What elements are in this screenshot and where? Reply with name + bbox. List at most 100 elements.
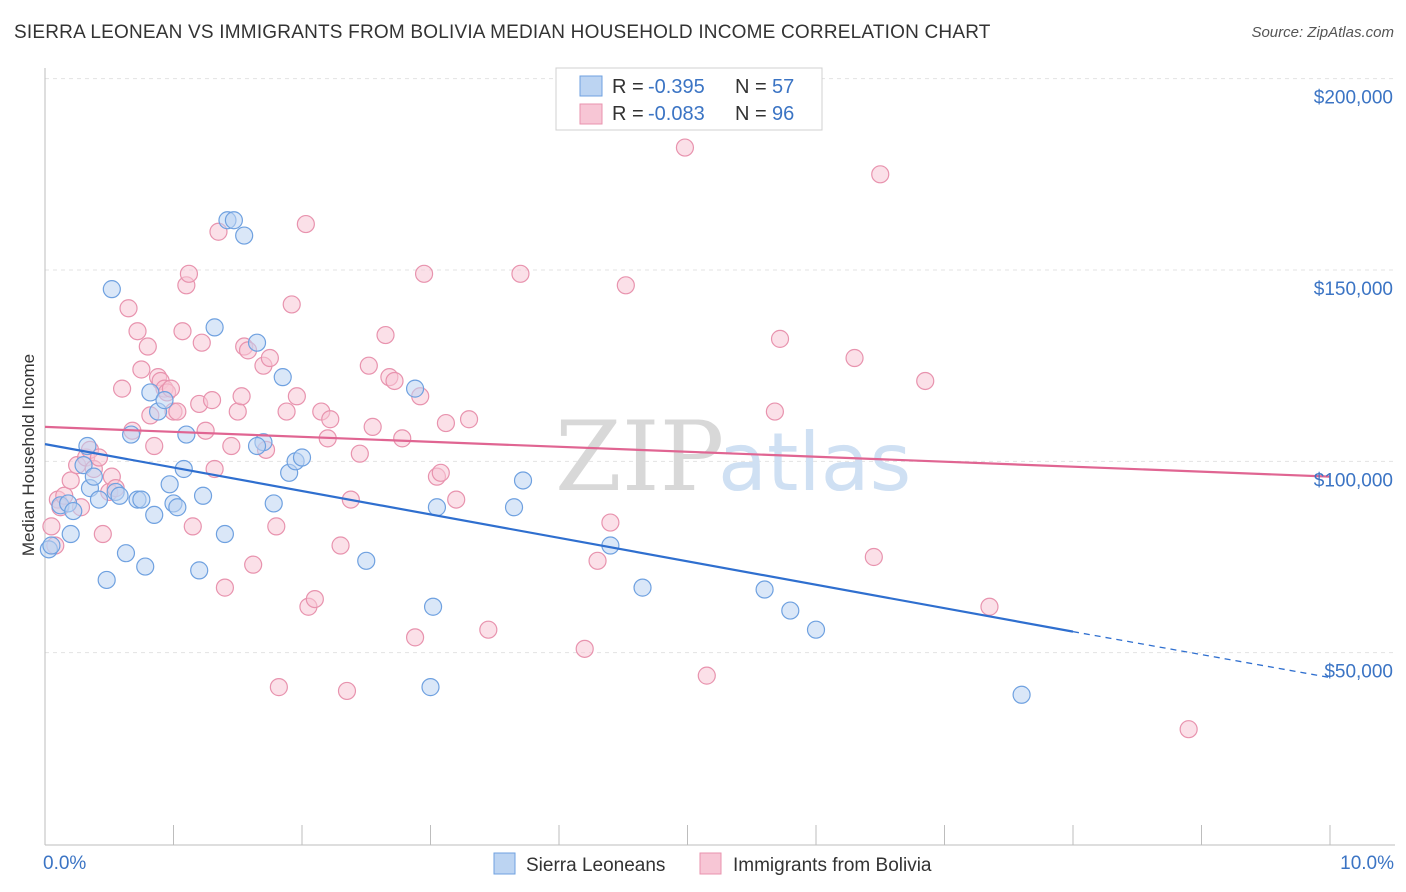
point-sierra (42, 536, 61, 555)
point-sierra (513, 471, 533, 490)
watermark: ZIP atlas (555, 401, 911, 513)
point-sierra (155, 391, 174, 410)
point-sierra (781, 601, 800, 620)
point-bolivia (93, 524, 112, 544)
legend-r-sierra: -0.395 (648, 76, 705, 98)
point-sierra (1012, 685, 1031, 704)
point-bolivia (337, 681, 357, 701)
point-bolivia (459, 410, 479, 429)
point-bolivia (305, 589, 324, 609)
point-bolivia (864, 547, 883, 567)
point-sierra (177, 425, 196, 444)
point-bolivia (845, 348, 864, 368)
point-sierra (141, 383, 160, 402)
bottom-legend-swatch-sierra (493, 852, 516, 875)
point-sierra (247, 436, 267, 456)
point-bolivia (436, 413, 456, 433)
point-bolivia (980, 597, 999, 616)
trend-line-bolivia (44, 425, 1331, 478)
point-sierra (121, 425, 141, 444)
point-sierra (145, 505, 164, 525)
bottom-legend-sierra: Sierra Leoneans (526, 855, 665, 876)
axes (44, 68, 1395, 846)
point-sierra (357, 551, 376, 570)
point-bolivia (770, 329, 790, 348)
point-bolivia (119, 299, 138, 318)
point-bolivia (616, 276, 635, 295)
point-bolivia (287, 387, 306, 406)
point-sierra (97, 570, 116, 590)
point-sierra (190, 561, 209, 580)
point-bolivia (222, 436, 241, 456)
point-sierra (74, 456, 93, 475)
point-sierra (292, 448, 312, 467)
point-sierra (116, 544, 136, 563)
x-tick-label-min: 0.0% (43, 853, 86, 874)
point-bolivia (321, 410, 340, 429)
point-bolivia (296, 214, 315, 234)
point-bolivia (431, 463, 450, 482)
point-bolivia (277, 402, 296, 421)
point-bolivia (282, 295, 301, 314)
point-sierra (235, 226, 254, 245)
point-sierra (89, 490, 109, 509)
point-bolivia (196, 421, 215, 440)
point-bolivia (260, 348, 279, 368)
point-bolivia (575, 639, 594, 658)
chart-title: SIERRA LEONEAN VS IMMIGRANTS FROM BOLIVI… (14, 22, 991, 43)
y-tick-label: $200,000 (1314, 88, 1393, 109)
point-sierra (132, 490, 151, 509)
bottom-legend-bolivia: Immigrants from Bolivia (733, 855, 932, 876)
y-tick-label: $150,000 (1314, 279, 1393, 300)
point-bolivia (215, 578, 234, 597)
point-sierra (421, 678, 440, 697)
point-bolivia (871, 165, 890, 184)
point-sierra (427, 498, 447, 517)
point-bolivia (385, 371, 404, 391)
point-bolivia (244, 555, 263, 574)
point-bolivia (675, 138, 695, 157)
point-sierra (405, 379, 425, 398)
y-axis-title: Median Household Income (19, 354, 38, 556)
point-bolivia (697, 666, 716, 685)
point-sierra (633, 578, 652, 597)
series-bolivia-points (42, 138, 1198, 739)
point-sierra (273, 368, 292, 387)
legend-n-bolivia: 96 (772, 103, 794, 125)
point-sierra (61, 524, 80, 544)
point-bolivia (232, 387, 251, 406)
point-sierra (205, 318, 224, 337)
y-tick-label: $100,000 (1314, 470, 1393, 491)
stats-legend: R = -0.395 N = 57 R = -0.083 N = 96 (555, 67, 823, 131)
point-sierra (224, 211, 243, 230)
y-tick-label: $50,000 (1324, 662, 1393, 683)
point-sierra (160, 475, 179, 494)
point-bolivia (414, 264, 434, 283)
x-tick-labels: 0.0% 10.0% (43, 853, 1394, 874)
legend-n-sierra: 57 (772, 76, 794, 98)
point-bolivia (350, 444, 369, 463)
point-bolivia (588, 551, 607, 570)
legend-r-bolivia: -0.083 (648, 103, 705, 125)
legend-swatch-bolivia (579, 103, 603, 125)
point-bolivia (61, 471, 80, 490)
point-sierra (504, 498, 524, 517)
point-bolivia (132, 360, 151, 379)
point-sierra (136, 557, 155, 576)
point-bolivia (359, 356, 378, 375)
series-sierra-points (39, 211, 1031, 704)
x-tick-label-max: 10.0% (1340, 853, 1394, 874)
point-sierra (806, 620, 826, 639)
point-sierra (755, 580, 774, 599)
watermark-zip: ZIP (555, 401, 724, 513)
legend-n-label-sierra: N = (735, 76, 767, 98)
point-sierra (64, 501, 83, 521)
point-bolivia (112, 379, 132, 398)
point-bolivia (173, 322, 192, 341)
point-sierra (193, 486, 213, 505)
point-sierra (102, 280, 121, 299)
point-bolivia (138, 337, 157, 356)
trend-line-sierra (44, 443, 1074, 633)
y-tick-labels: $50,000 $100,000 $150,000 $200,000 (1314, 88, 1393, 683)
